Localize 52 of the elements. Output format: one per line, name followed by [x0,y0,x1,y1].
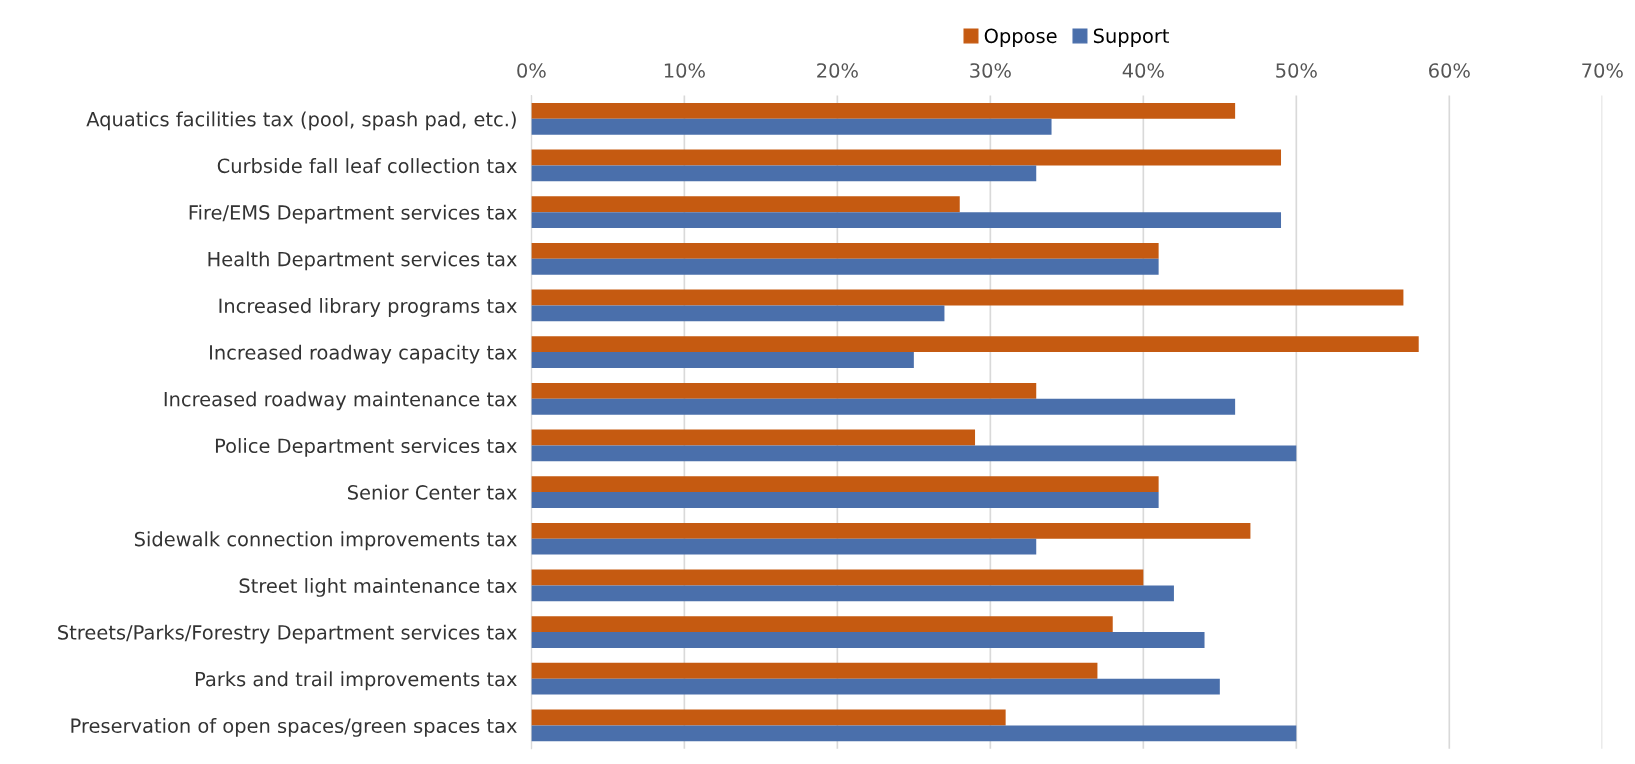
bar [531,212,1282,229]
bar [531,165,1037,182]
bar [531,305,945,322]
y-tick-label: Aquatics facilities tax (pool, spash pad, etc.) [86,111,516,131]
x-tick-label: 50% [1276,63,1317,78]
x-tick-label: 0% [517,63,546,78]
bar [531,492,1159,508]
bar [531,445,1297,462]
bar [531,118,1052,135]
y-tick-label: Preservation of open spaces/green spaces tax [71,718,517,737]
bar [531,382,1037,399]
y-tick-label: Increased roadway maintenance tax [164,391,517,411]
bar [531,476,1159,493]
bar [531,616,1113,633]
bar [531,569,1144,586]
bar [531,196,960,213]
x-tick-label: 40% [1122,63,1164,78]
x-tick-label: 60% [1429,63,1470,78]
x-tick-label: 70% [1582,63,1623,78]
x-tick-label: 10% [664,63,705,78]
x-tick-label: 20% [817,63,858,78]
y-tick-label: Sidewalk connection improvements tax [134,531,517,551]
y-tick-label: Street light maintenance tax [239,578,517,597]
bar [531,725,1297,742]
y-tick-label: Curbside fall leaf collection tax [217,158,517,174]
x-tick-label: 30% [970,63,1011,78]
bar [531,398,1236,415]
y-tick-label: Increased roadway capacity tax [210,344,517,364]
bar [531,336,1419,353]
legend-label: Oppose [984,28,1057,47]
y-tick-label: Senior Center tax [347,484,517,500]
y-tick-label: Police Department services tax [215,438,517,457]
bar [531,662,1098,679]
bar [531,522,1251,539]
bar [531,352,914,368]
bar [531,632,1205,648]
bar [531,429,976,446]
y-tick-label: Health Department services tax [208,251,517,271]
bar [531,289,1404,306]
y-tick-label: Fire/EMS Department services tax [189,204,517,224]
y-tick-label: Streets/Parks/Forestry Department services tax [58,624,517,644]
bar [531,258,1159,275]
bar [531,585,1174,602]
y-tick-label: Parks and trail improvements tax [195,671,517,691]
bar [531,102,1236,119]
bar [531,538,1037,555]
y-tick-label: Increased library programs tax [219,298,517,317]
legend-label: Support [1093,28,1170,47]
bar [531,678,1220,695]
bar [531,242,1159,259]
bar [531,709,1006,726]
bar [531,149,1282,166]
